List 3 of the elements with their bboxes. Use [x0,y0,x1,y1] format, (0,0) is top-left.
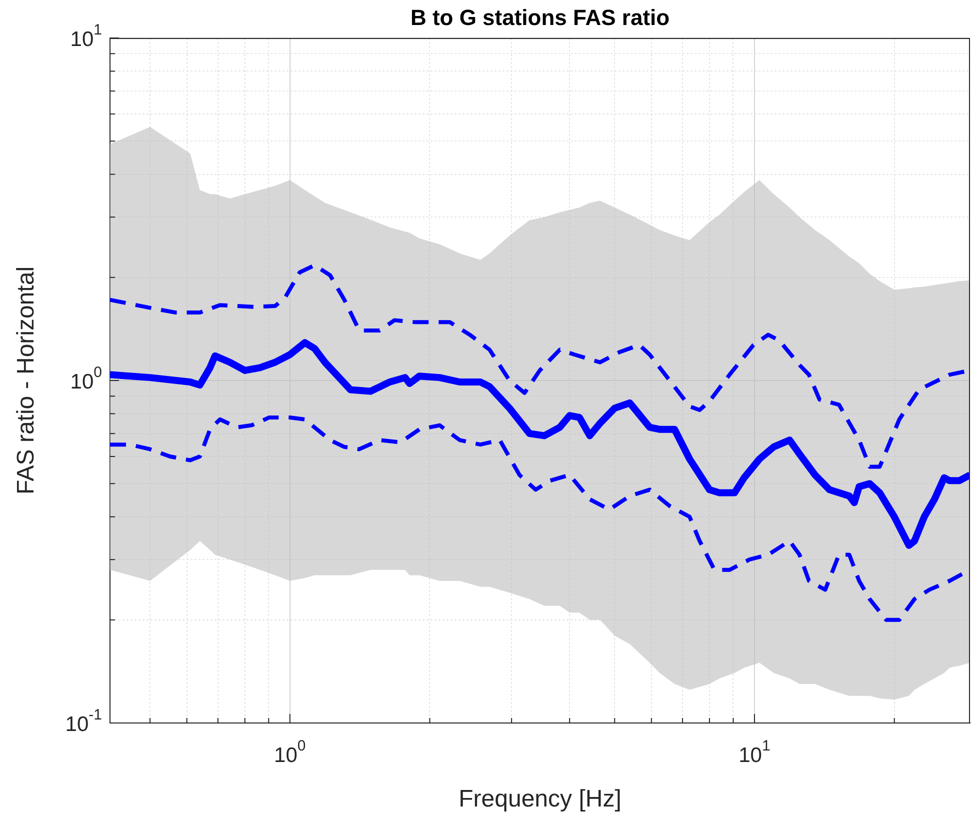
y-axis-title: FAS ratio - Horizontal [12,266,40,495]
x-axis-title: Frequency [Hz] [458,786,622,813]
chart-title: B to G stations FAS ratio [410,5,670,30]
